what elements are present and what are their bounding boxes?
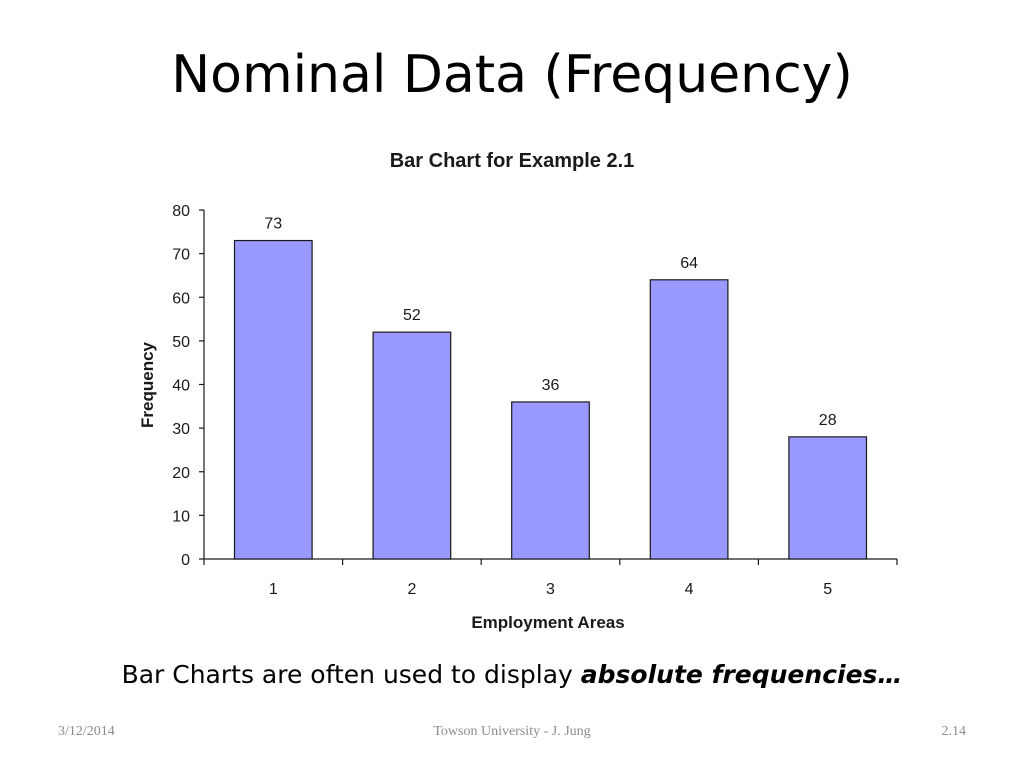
x-tick-label: 3 [546, 581, 555, 598]
y-tick-label: 80 [172, 203, 190, 220]
y-tick-label: 40 [172, 378, 190, 395]
x-axis-label: Employment Areas [471, 613, 624, 632]
bar [788, 436, 868, 560]
caption-emphasis: absolute frequencies… [580, 660, 903, 689]
footer-page-number: 2.14 [941, 724, 967, 739]
y-tick-label: 0 [181, 552, 190, 569]
y-tick-label: 10 [172, 508, 190, 525]
x-tick-label: 2 [407, 581, 416, 598]
y-axis-label: Frequency [138, 341, 157, 428]
y-tick-label: 30 [172, 421, 190, 438]
y-tick-label: 70 [172, 247, 190, 264]
y-tick-label: 20 [172, 465, 190, 482]
bar [649, 279, 729, 560]
data-label: 73 [264, 216, 282, 233]
y-tick-label: 50 [172, 334, 190, 351]
x-tick-label: 1 [269, 581, 278, 598]
data-label: 52 [403, 307, 421, 324]
data-label: 28 [819, 412, 837, 429]
caption-text: Bar Charts are often used to display [121, 660, 581, 689]
data-label: 36 [542, 377, 560, 394]
slide-caption: Bar Charts are often used to display abs… [0, 657, 1024, 693]
chart-title: Bar Chart for Example 2.1 [390, 150, 635, 172]
bar [511, 401, 590, 560]
bar [233, 239, 313, 560]
x-tick-label: 5 [823, 581, 832, 598]
x-tick-label: 4 [685, 581, 694, 598]
data-label: 64 [680, 255, 698, 272]
bar [372, 331, 452, 560]
y-tick-label: 60 [172, 290, 190, 307]
slide-title: Nominal Data (Frequency) [171, 45, 853, 105]
footer-source: Towson University - J. Jung [433, 724, 591, 739]
plot-area: 0 10 20 30 40 50 60 70 80 73 1 52 2 36 3 64 4 28 5 [172, 203, 898, 598]
footer-date: 3/12/2014 [58, 724, 115, 739]
